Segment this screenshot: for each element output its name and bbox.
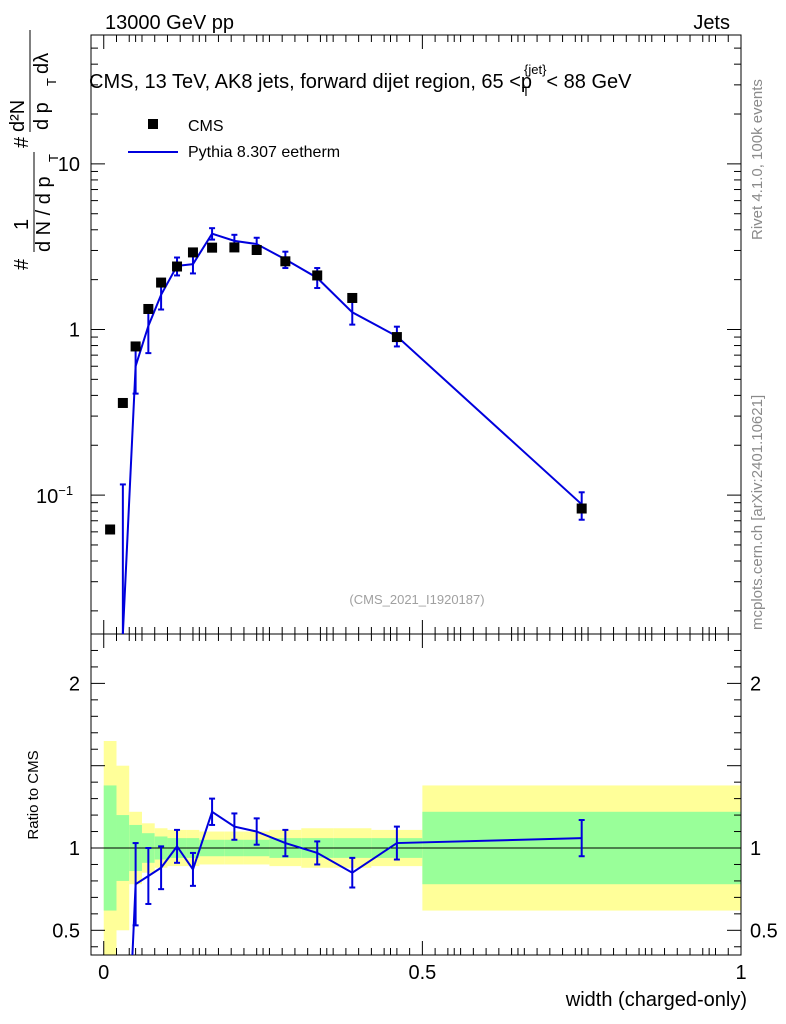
cms-data-point xyxy=(207,242,218,253)
cms-data-point xyxy=(312,270,323,281)
ratio-mc-line xyxy=(131,810,582,956)
cms-data-point xyxy=(576,503,587,514)
axis-ticks xyxy=(91,34,742,955)
ylabel-frac-den: d p xyxy=(31,102,53,130)
y-tick-label-ratio: 0.5 xyxy=(52,920,80,942)
y-tick-label-ratio: 2 xyxy=(69,673,80,695)
legend: CMS Pythia 8.307 eetherm xyxy=(128,118,340,161)
ylabel-one: 1 xyxy=(11,219,33,230)
y-tick-label-main-exp: 10−1 xyxy=(36,483,73,508)
y-tick-label-main: 1 xyxy=(69,319,80,341)
ylabel-t: T xyxy=(46,154,61,162)
ratio-plot-frame xyxy=(90,633,742,956)
ylabel-hash2: # xyxy=(11,136,33,148)
legend-cms-marker xyxy=(148,119,158,129)
y-tick-exp-power: −1 xyxy=(58,483,73,498)
cms-data-point xyxy=(143,303,154,314)
header-left: 13000 GeV pp xyxy=(105,12,234,34)
cms-data-point xyxy=(229,242,240,253)
header-right: Jets xyxy=(693,12,730,34)
ylabel-lam: dλ xyxy=(31,53,53,74)
analysis-id: (CMS_2021_I1920187) xyxy=(349,592,484,607)
legend-cms-label: CMS xyxy=(188,118,224,135)
mc-line xyxy=(121,232,583,635)
cms-data-point xyxy=(347,292,358,303)
title-prefix: CMS, 13 TeV, AK8 jets, forward dijet reg… xyxy=(89,71,521,93)
ylabel-frac: d²N xyxy=(7,100,29,132)
cms-data-point xyxy=(187,247,198,258)
x-axis-label: width (charged-only) xyxy=(565,989,747,1011)
cms-data-point xyxy=(172,261,183,272)
y-tick-label-ratio-right: 0.5 xyxy=(750,920,778,942)
cms-data-point xyxy=(391,332,402,343)
data-series xyxy=(105,242,587,535)
y-tick-exp-base: 10 xyxy=(36,486,58,508)
cms-data-point xyxy=(105,524,116,535)
ylabel-hash: # xyxy=(11,258,33,270)
x-tick-label: 0 xyxy=(98,962,109,984)
cms-data-point xyxy=(251,244,262,255)
cms-data-point xyxy=(280,256,291,267)
chart-title: CMS, 13 TeV, AK8 jets, forward dijet reg… xyxy=(89,62,632,99)
cms-data-point xyxy=(130,341,141,352)
title-suffix: < 88 GeV xyxy=(546,71,632,93)
title-pt: p xyxy=(521,71,532,93)
y-axis-label-main: # 1 d N / d p T # d²N d p T dλ xyxy=(7,30,61,270)
y-tick-label-ratio: 1 xyxy=(69,838,80,860)
cms-data-point xyxy=(156,277,167,288)
y-tick-label-ratio-right: 2 xyxy=(750,673,761,695)
y-tick-label-ratio-right: 1 xyxy=(750,838,761,860)
ylabel-t2: T xyxy=(44,78,59,86)
y-axis-label-ratio: Ratio to CMS xyxy=(25,750,42,839)
title-pt-sup: {jet} xyxy=(524,62,547,77)
mcplots-label: mcplots.cern.ch [arXiv:2401.10621] xyxy=(749,395,766,630)
ylabel-dn: d N / d p xyxy=(33,176,55,252)
rivet-label: Rivet 4.1.0, 100k events xyxy=(749,79,766,240)
y-tick-label-main: 10 xyxy=(58,154,80,176)
x-tick-label: 1 xyxy=(735,962,746,984)
legend-mc-label: Pythia 8.307 eetherm xyxy=(188,144,340,161)
x-tick-label: 0.5 xyxy=(408,962,436,984)
cms-data-point xyxy=(117,397,128,408)
title-pt-sub: T xyxy=(522,84,530,99)
